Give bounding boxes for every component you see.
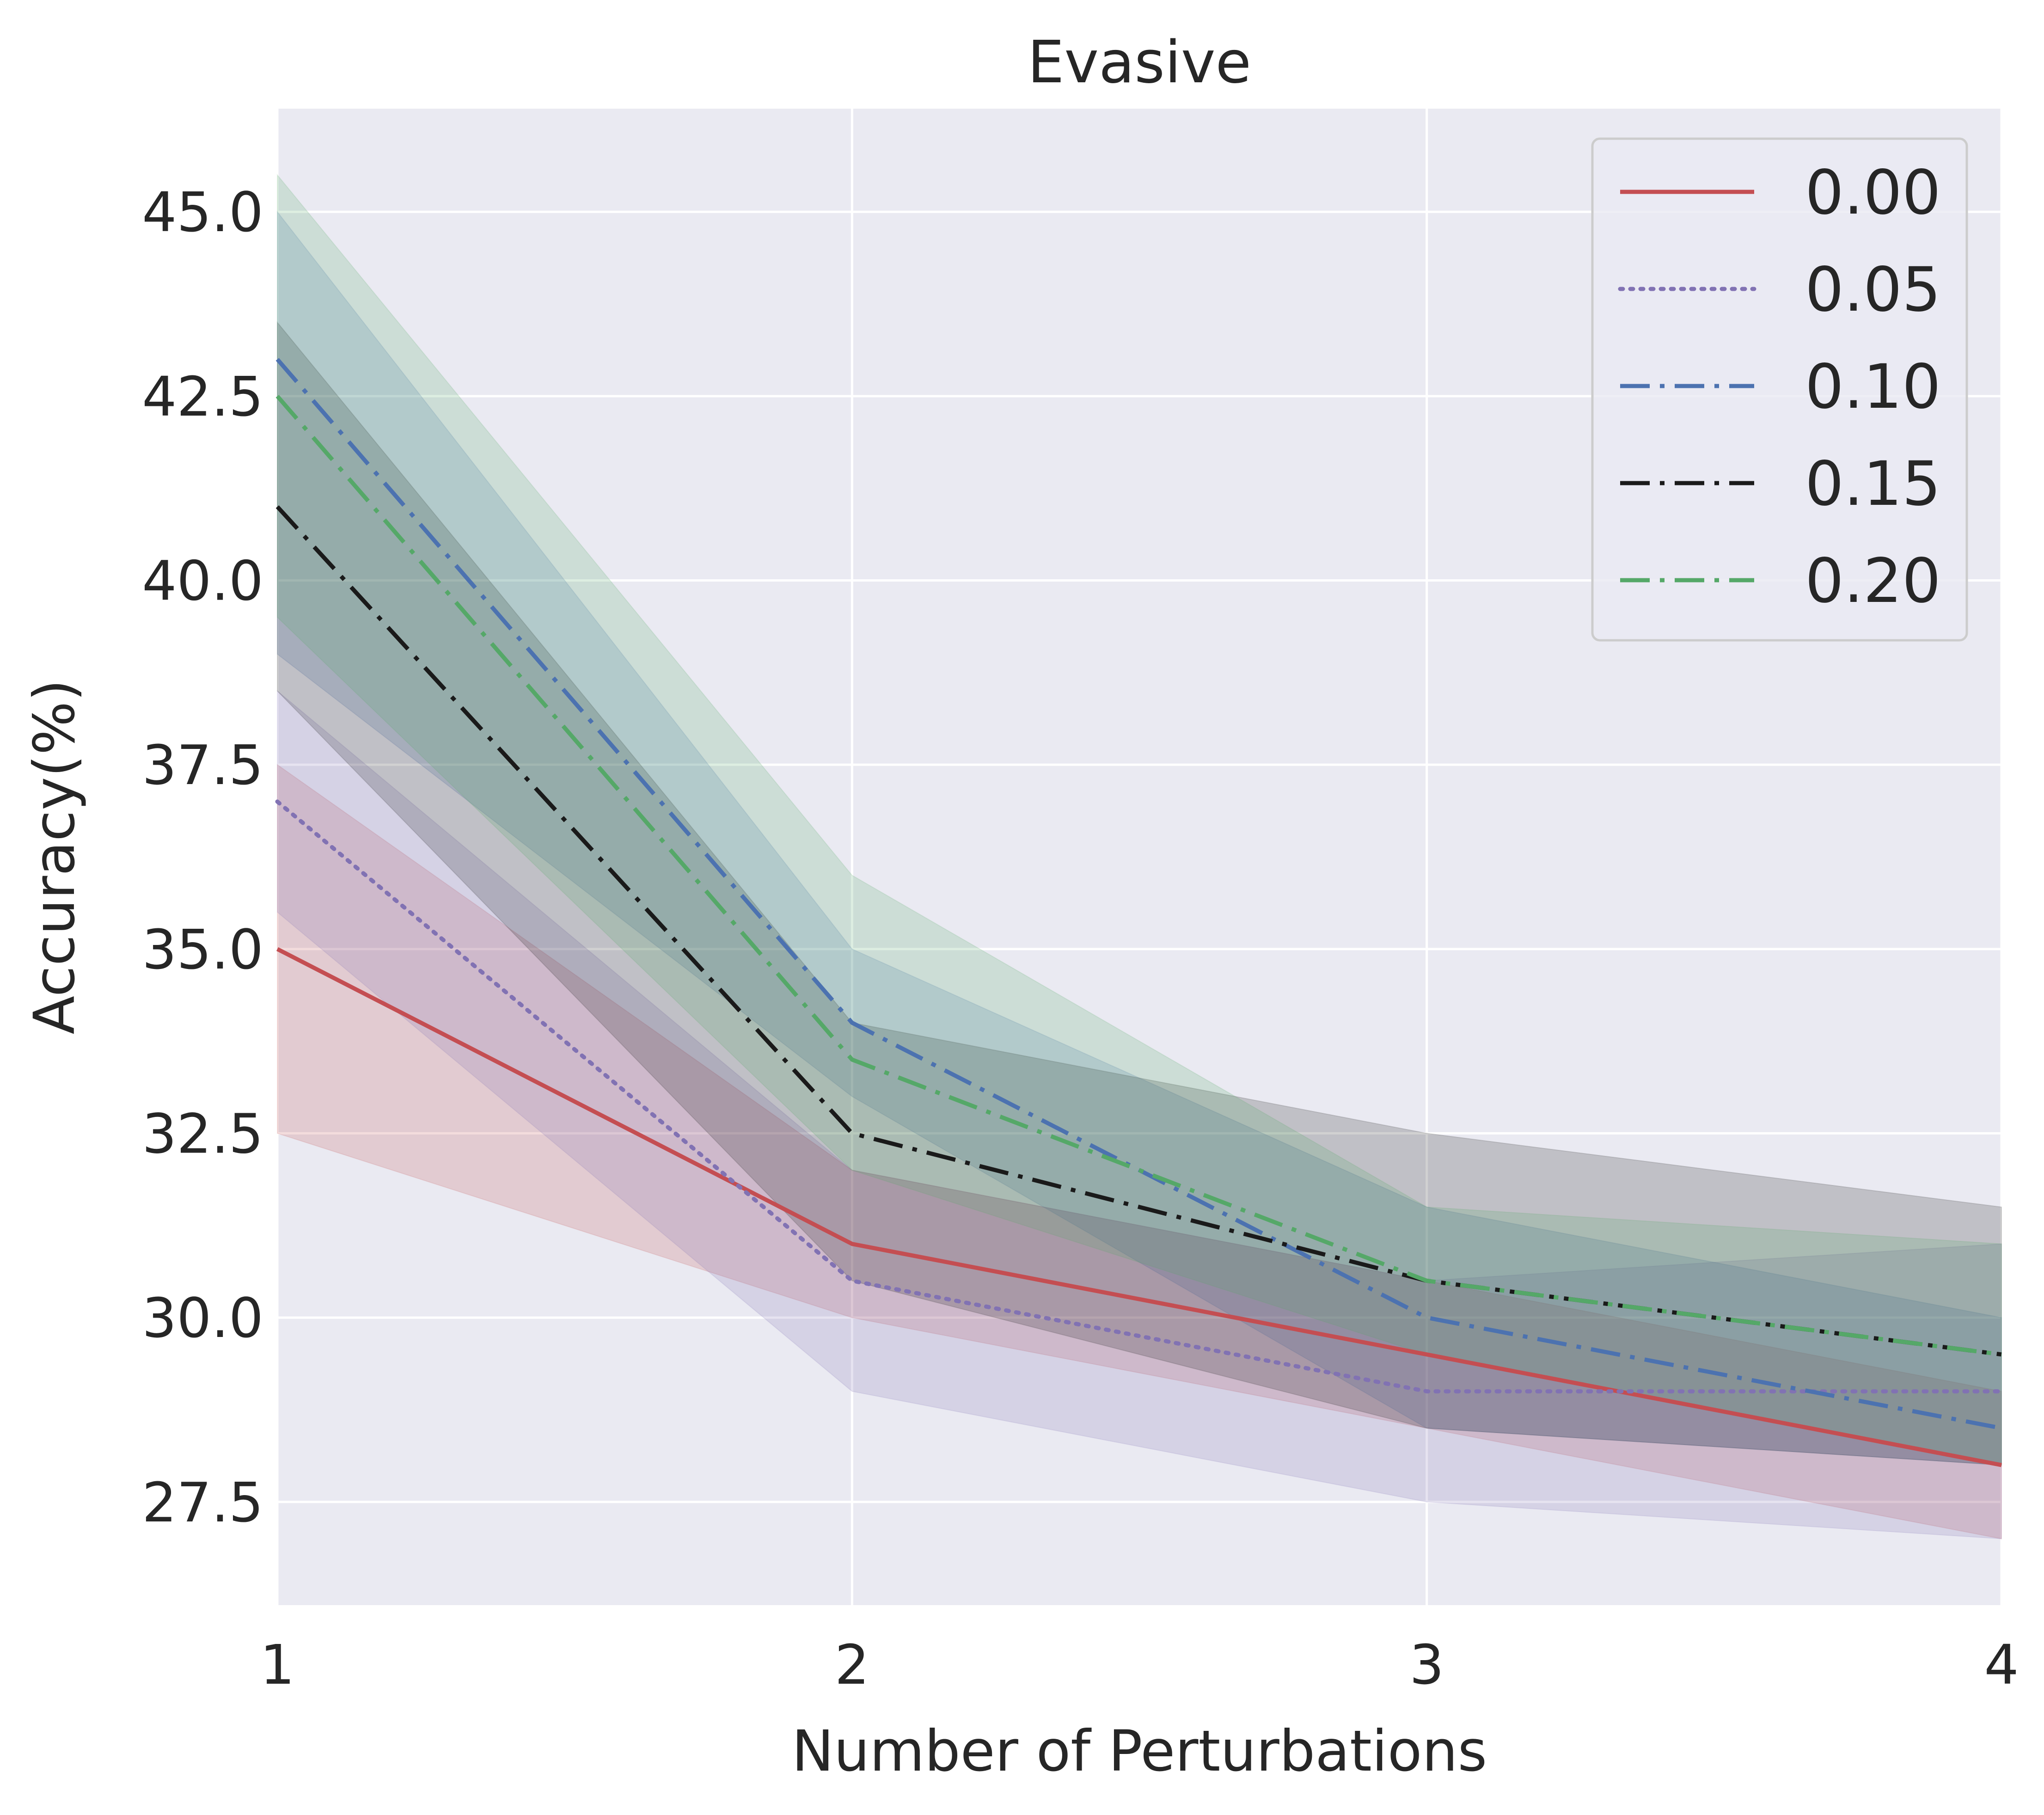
y-tick-label: 37.5	[142, 733, 263, 797]
x-tick-label: 2	[835, 1633, 869, 1697]
y-tick-label: 40.0	[142, 549, 263, 613]
series-lines	[275, 358, 2004, 1467]
x-axis-ticks: 1 2 3 4	[260, 1633, 2019, 1697]
series-line-0.00	[276, 947, 2002, 1467]
y-tick-label: 35.0	[142, 918, 263, 981]
legend-label: 0.00	[1805, 157, 1941, 228]
x-tick-label: 1	[260, 1633, 294, 1697]
legend-label: 0.10	[1805, 351, 1941, 423]
y-tick-label: 42.5	[142, 365, 263, 429]
y-axis-ticks: 27.5 30.0 32.5 35.0 37.5 40.0 42.5 45.0	[142, 180, 263, 1534]
legend-label: 0.15	[1805, 448, 1941, 520]
legend-label: 0.20	[1805, 546, 1941, 617]
band-0.00	[277, 764, 2002, 1539]
series-line-0.15	[275, 505, 2002, 1357]
chart-title: Evasive	[1028, 28, 1251, 96]
x-tick-label: 4	[1984, 1633, 2019, 1697]
y-tick-label: 27.5	[142, 1471, 263, 1534]
band-0.05	[277, 690, 2002, 1539]
legend: 0.00 0.05 0.10 0.15 0.20	[1591, 137, 1968, 642]
x-axis-label: Number of Perturbations	[792, 1718, 1487, 1784]
series-line-0.20	[275, 394, 2002, 1357]
y-axis-label: Accuracy(%)	[22, 679, 87, 1034]
y-tick-label: 30.0	[142, 1286, 263, 1350]
series-line-0.05	[275, 799, 2004, 1394]
y-tick-label: 45.0	[142, 180, 263, 244]
legend-label: 0.05	[1805, 254, 1941, 325]
y-tick-label: 32.5	[142, 1102, 263, 1165]
x-tick-label: 3	[1409, 1633, 1444, 1697]
legend-frame	[1591, 137, 1968, 642]
